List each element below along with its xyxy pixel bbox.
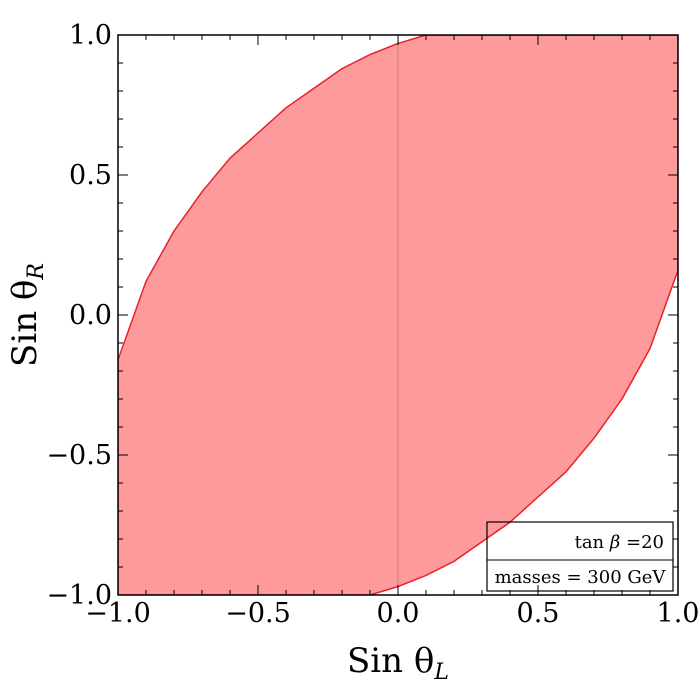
x-axis-label: Sin θL [347,641,449,685]
y-axis-label-text: Sin θ [5,280,45,367]
svg-text:Sin θL: Sin θL [347,641,449,685]
y-tick-label: −1.0 [46,580,112,611]
x-tick-label: 0.0 [377,598,420,629]
x-tick-label: −1.0 [85,598,151,629]
legend-tan-beta: tan β =20 [575,532,664,553]
x-tick-label: 1.0 [657,598,700,629]
x-tick-label: 0.5 [517,598,560,629]
legend-masses: masses = 300 GeV [495,567,667,588]
y-tick-label: 1.0 [69,20,112,51]
y-tick-label: −0.5 [46,440,112,471]
plot-area [118,35,678,595]
legend-box: tan β =20 masses = 300 GeV [486,521,674,592]
axis-ticks: −1.0 −0.5 0.0 0.5 1.0 −1.0 −0.5 0.0 0.5 1.0 [46,20,699,629]
y-tick-label: 0.5 [69,160,112,191]
x-axis-label-text: Sin θ [347,641,434,681]
y-axis-label: Sin θR [5,263,49,367]
x-tick-label: −0.5 [225,598,291,629]
x-axis-label-subscript: L [433,660,449,685]
svg-text:Sin θR: Sin θR [5,263,49,367]
y-axis-label-subscript: R [24,263,49,281]
y-tick-label: 0.0 [69,300,112,331]
